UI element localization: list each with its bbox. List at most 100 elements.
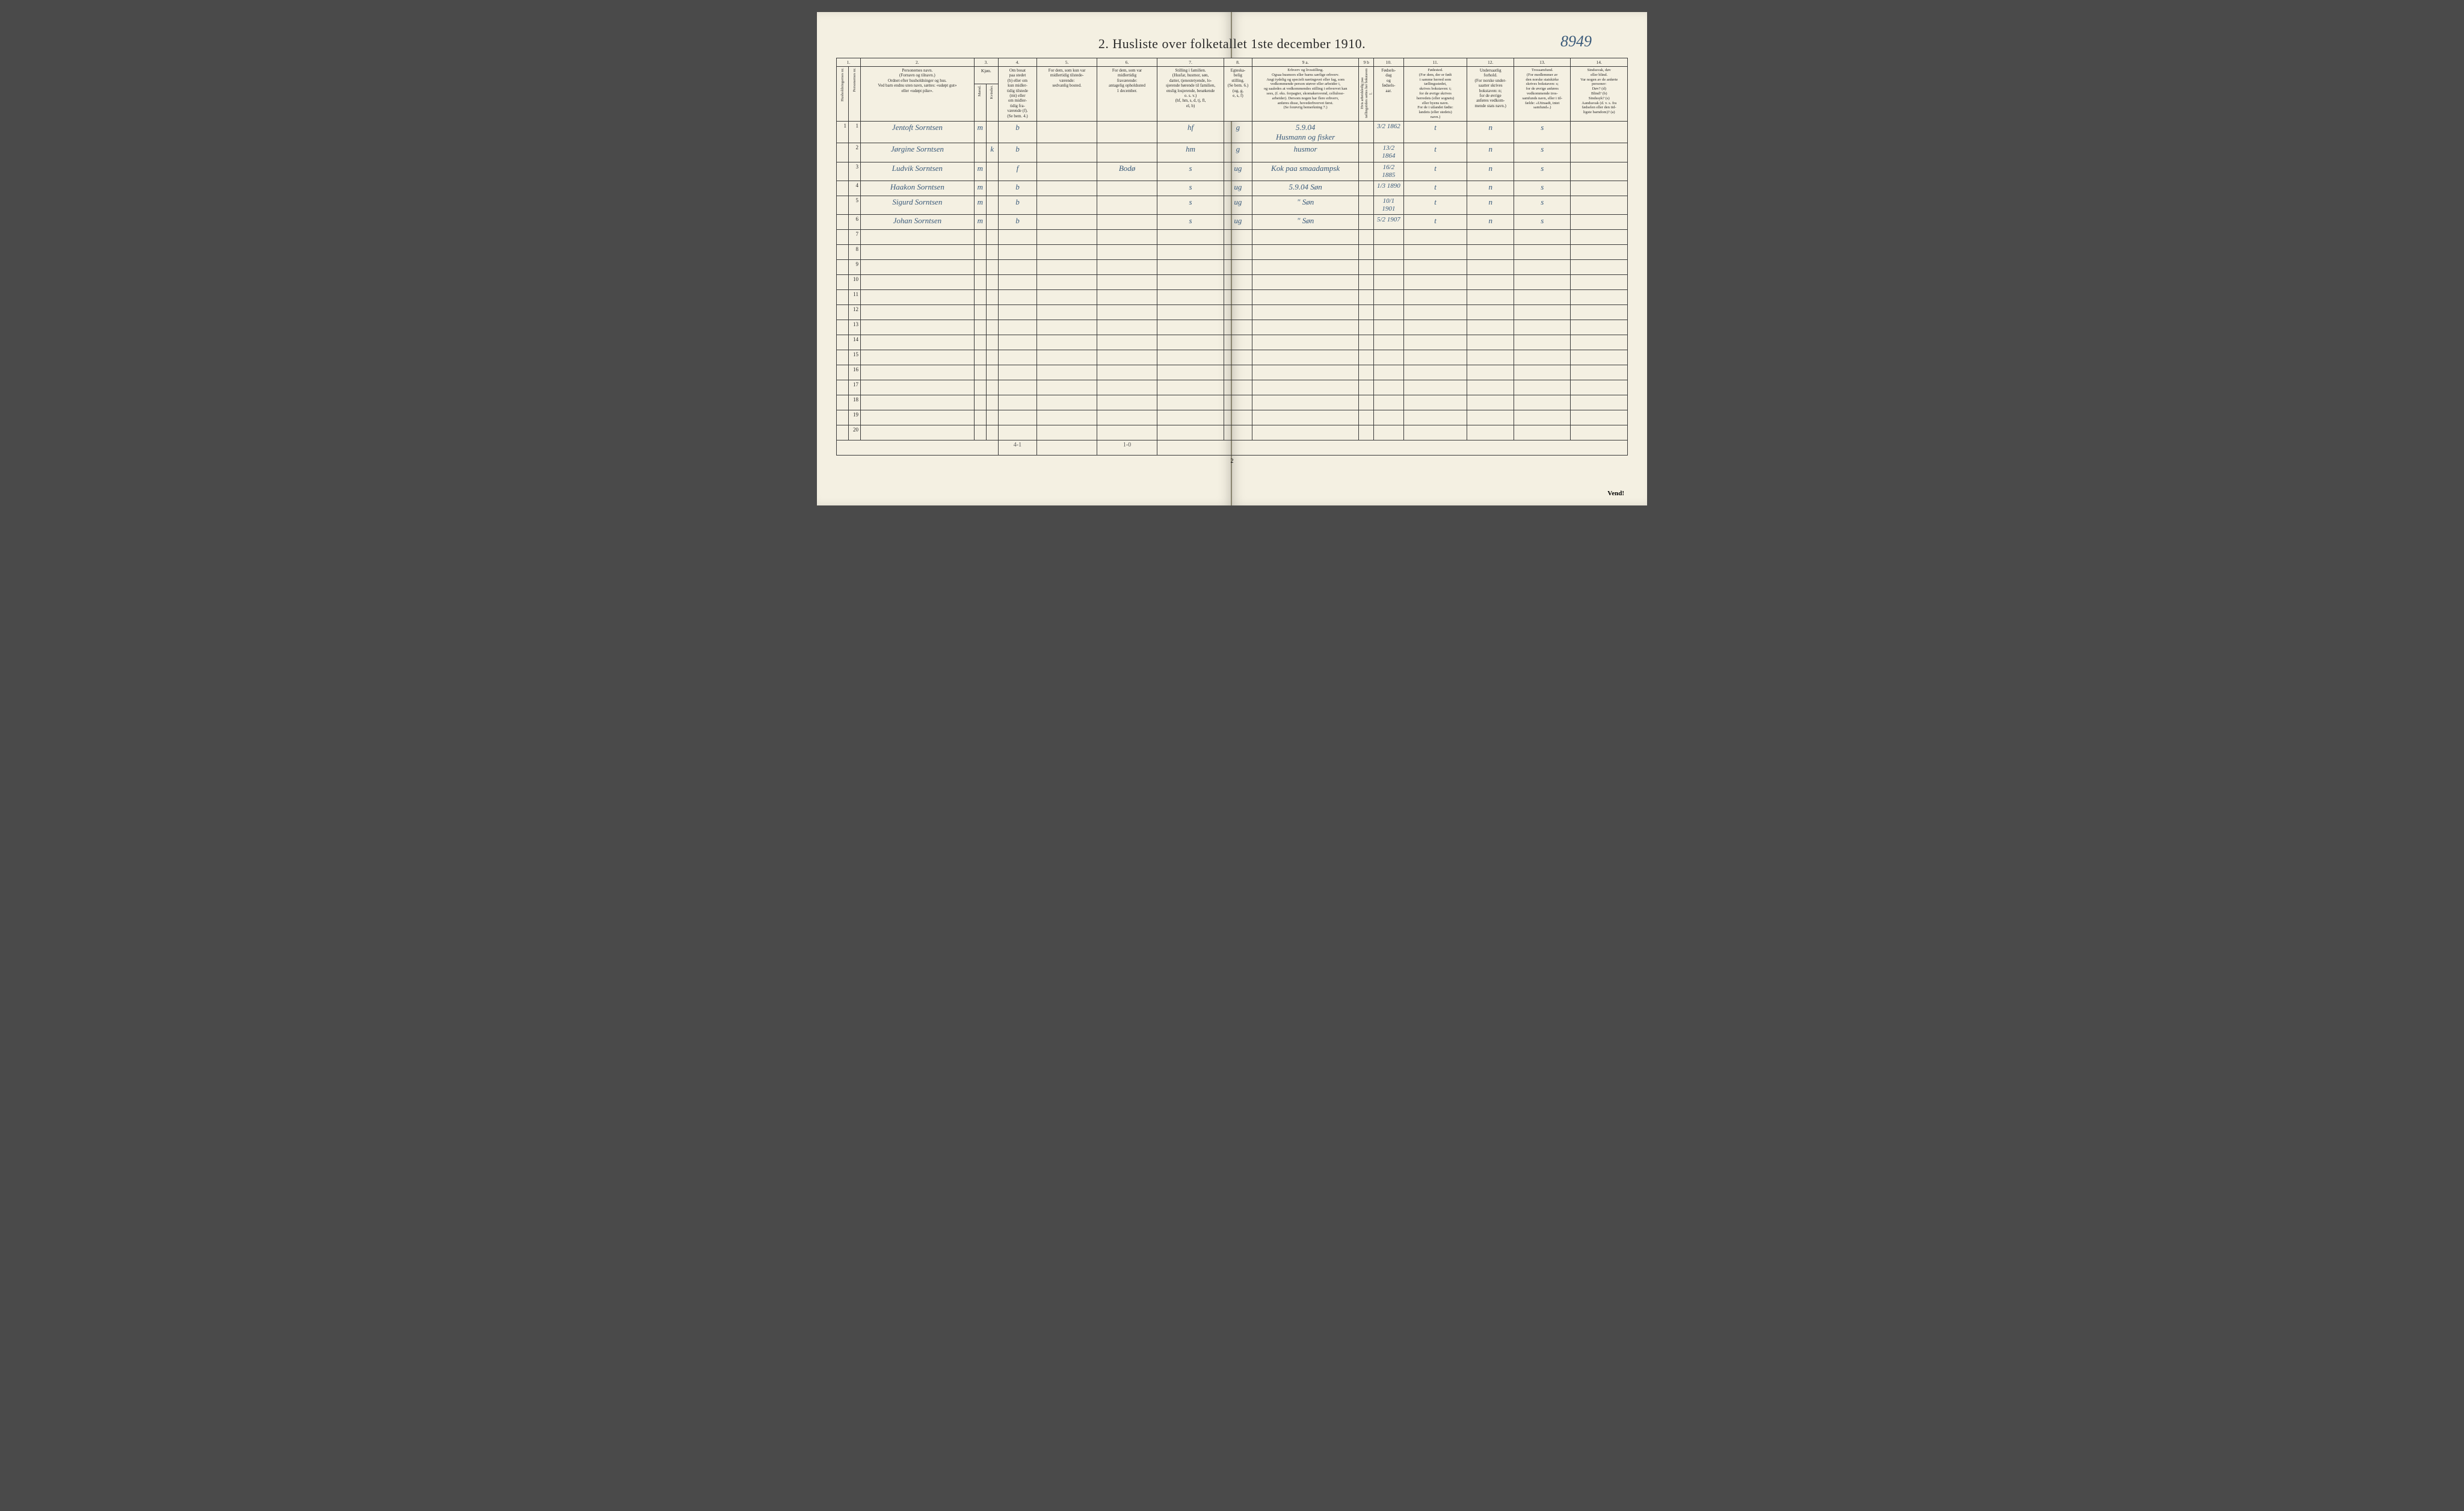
cell-empty bbox=[1403, 245, 1467, 260]
cell-empty bbox=[1514, 245, 1571, 260]
cell-empty bbox=[1224, 305, 1252, 320]
cell-empty bbox=[860, 410, 974, 425]
cell-empty bbox=[1359, 245, 1373, 260]
cell-empty bbox=[1514, 260, 1571, 275]
cell-m: m bbox=[974, 215, 986, 230]
cell-empty bbox=[860, 290, 974, 305]
cell-empty bbox=[998, 305, 1036, 320]
hdr-maend: Mænd. bbox=[974, 84, 986, 122]
cell-empty bbox=[1359, 230, 1373, 245]
cell-empty bbox=[1467, 410, 1514, 425]
colnum-11: 11. bbox=[1403, 58, 1467, 67]
cell-empty bbox=[1252, 230, 1359, 245]
cell-empty bbox=[1097, 395, 1157, 410]
cell-empty bbox=[1467, 395, 1514, 410]
hdr-fodsel: Fødsels- dag og fødsels- aar. bbox=[1373, 67, 1403, 122]
table-row-empty: 16 bbox=[837, 365, 1628, 380]
cell-hnr bbox=[837, 275, 849, 290]
cell-empty bbox=[1373, 350, 1403, 365]
cell-fodested: t bbox=[1403, 143, 1467, 162]
cell-empty bbox=[974, 425, 986, 440]
cell-k bbox=[986, 122, 998, 143]
cell-pnr: 10 bbox=[848, 275, 860, 290]
cell-bosat: f bbox=[998, 162, 1036, 181]
handwritten-number: 8949 bbox=[1560, 32, 1592, 51]
cell-empty bbox=[1467, 230, 1514, 245]
cell-empty bbox=[1037, 290, 1097, 305]
cell-empty bbox=[1252, 365, 1359, 380]
hdr-stilling-fam: Stilling i familien. (Husfar, husmor, sø… bbox=[1157, 67, 1224, 122]
cell-empty bbox=[1037, 230, 1097, 245]
cell-tros: s bbox=[1514, 143, 1571, 162]
cell-empty bbox=[860, 365, 974, 380]
cell-empty bbox=[1514, 230, 1571, 245]
cell-empty bbox=[998, 260, 1036, 275]
cell-empty bbox=[1571, 230, 1628, 245]
cell-fodsel: 16/2 1885 bbox=[1373, 162, 1403, 181]
cell-egteskab: g bbox=[1224, 143, 1252, 162]
hdr-tilstede: For dem, som kun var midlertidig tilsted… bbox=[1037, 67, 1097, 122]
cell-empty bbox=[1157, 410, 1224, 425]
cell-k bbox=[986, 196, 998, 214]
cell-empty bbox=[1224, 425, 1252, 440]
cell-m: m bbox=[974, 122, 986, 143]
colnum-10: 10. bbox=[1373, 58, 1403, 67]
cell-empty bbox=[1403, 305, 1467, 320]
cell-pnr: 15 bbox=[848, 350, 860, 365]
cell-sind bbox=[1571, 162, 1628, 181]
cell-tilstede bbox=[1037, 215, 1097, 230]
cell-empty bbox=[1224, 350, 1252, 365]
cell-empty bbox=[1571, 245, 1628, 260]
table-row: 6Johan Sorntsenmbsug" Søn5/2 1907tns bbox=[837, 215, 1628, 230]
cell-m: m bbox=[974, 181, 986, 196]
cell-fravar bbox=[1097, 122, 1157, 143]
cell-ledig bbox=[1359, 215, 1373, 230]
cell-empty bbox=[860, 335, 974, 350]
cell-erhverv: 5.9.04 Husmann og fisker bbox=[1252, 122, 1359, 143]
cell-empty bbox=[1097, 245, 1157, 260]
cell-empty bbox=[1157, 335, 1224, 350]
cell-empty bbox=[986, 230, 998, 245]
cell-empty bbox=[1157, 365, 1224, 380]
cell-empty bbox=[1467, 305, 1514, 320]
cell-egteskab: g bbox=[1224, 122, 1252, 143]
colnum-7: 7. bbox=[1157, 58, 1224, 67]
cell-erhverv: Kok paa smaadampsk bbox=[1252, 162, 1359, 181]
cell-hnr bbox=[837, 395, 849, 410]
cell-empty bbox=[1037, 260, 1097, 275]
cell-empty bbox=[1467, 275, 1514, 290]
cell-empty bbox=[974, 365, 986, 380]
cell-empty bbox=[1359, 320, 1373, 335]
cell-empty bbox=[860, 425, 974, 440]
cell-fravar: Bodø bbox=[1097, 162, 1157, 181]
cell-empty bbox=[1514, 350, 1571, 365]
cell-empty bbox=[1097, 290, 1157, 305]
cell-empty bbox=[1571, 425, 1628, 440]
cell-empty bbox=[1037, 245, 1097, 260]
cell-hnr bbox=[837, 350, 849, 365]
cell-egteskab: ug bbox=[1224, 196, 1252, 214]
cell-empty bbox=[1037, 335, 1097, 350]
cell-empty bbox=[1252, 425, 1359, 440]
cell-empty bbox=[1252, 410, 1359, 425]
footer-row: 4-11-0 bbox=[837, 440, 1628, 456]
cell-empty bbox=[1037, 395, 1097, 410]
cell-empty bbox=[1037, 275, 1097, 290]
hdr-navn: Personernes navn. (Fornavn og tilnavn.) … bbox=[860, 67, 974, 122]
cell-bosat: b bbox=[998, 143, 1036, 162]
cell-empty bbox=[998, 275, 1036, 290]
cell-empty bbox=[998, 320, 1036, 335]
cell-empty bbox=[860, 350, 974, 365]
cell-fodsel: 3/2 1862 bbox=[1373, 122, 1403, 143]
hdr-fodested: Fødested. (For dem, der er født i samme … bbox=[1403, 67, 1467, 122]
cell-empty bbox=[1467, 320, 1514, 335]
cell-pnr: 6 bbox=[848, 215, 860, 230]
cell-stilling: s bbox=[1157, 215, 1224, 230]
cell-empty bbox=[1157, 425, 1224, 440]
cell-hnr bbox=[837, 215, 849, 230]
cell-empty bbox=[1571, 380, 1628, 395]
cell-empty bbox=[1252, 320, 1359, 335]
cell-empty bbox=[998, 350, 1036, 365]
cell-empty bbox=[1373, 425, 1403, 440]
cell-empty bbox=[1037, 365, 1097, 380]
